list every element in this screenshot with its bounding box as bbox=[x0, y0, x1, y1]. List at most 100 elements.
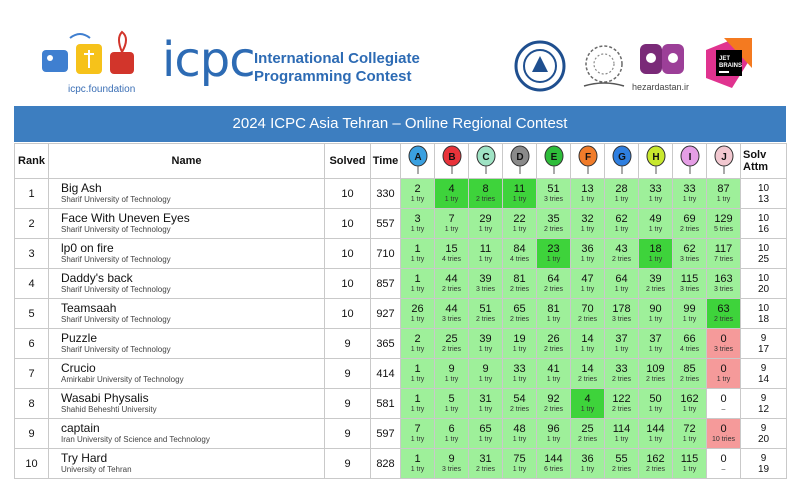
hezardastan-url[interactable]: hezardastan.ir bbox=[632, 82, 690, 92]
team-cell[interactable]: Face With Uneven Eyes Sharif University o… bbox=[48, 208, 325, 239]
problem-cell-e[interactable]: 81 1 try bbox=[536, 298, 571, 329]
problem-cell-g[interactable]: 122 2 tries bbox=[604, 388, 639, 419]
problem-cell-e[interactable]: 144 6 tries bbox=[536, 448, 571, 479]
problem-header-e[interactable]: E bbox=[536, 143, 571, 179]
problem-cell-f[interactable]: 36 1 try bbox=[570, 448, 605, 479]
problem-cell-g[interactable]: 64 1 try bbox=[604, 268, 639, 299]
problem-cell-i[interactable]: 33 1 try bbox=[672, 178, 707, 209]
team-cell[interactable]: lp0 on fire Sharif University of Technolo… bbox=[48, 238, 325, 269]
problem-cell-i[interactable]: 162 1 try bbox=[672, 388, 707, 419]
team-name[interactable]: Teamsaah bbox=[61, 301, 117, 315]
table-row[interactable]: 6 Puzzle Sharif University of Technology 9 3… bbox=[14, 328, 787, 359]
problem-cell-d[interactable]: 22 1 try bbox=[502, 208, 537, 239]
problem-cell-h[interactable]: 90 1 try bbox=[638, 298, 673, 329]
team-cell[interactable]: Daddy's back Sharif University of Technol… bbox=[48, 268, 325, 299]
team-name[interactable]: lp0 on fire bbox=[61, 241, 114, 255]
problem-cell-f[interactable]: 70 2 tries bbox=[570, 298, 605, 329]
problem-cell-d[interactable]: 48 1 try bbox=[502, 418, 537, 449]
problem-cell-e[interactable]: 23 1 try bbox=[536, 238, 571, 269]
table-row[interactable]: 4 Daddy's back Sharif University of Techno… bbox=[14, 268, 787, 299]
problem-header-f[interactable]: F bbox=[570, 143, 605, 179]
team-cell[interactable]: Crucio Amirkabir University of Technology bbox=[48, 358, 325, 389]
problem-header-a[interactable]: A bbox=[400, 143, 435, 179]
team-cell[interactable]: captain Iran University of Science and Te… bbox=[48, 418, 325, 449]
problem-cell-j[interactable]: 117 7 tries bbox=[706, 238, 741, 269]
problem-cell-f[interactable]: 32 1 try bbox=[570, 208, 605, 239]
problem-cell-d[interactable]: 11 1 try bbox=[502, 178, 537, 209]
problem-cell-d[interactable]: 54 2 tries bbox=[502, 388, 537, 419]
problem-cell-c[interactable]: 51 2 tries bbox=[468, 298, 503, 329]
problem-cell-e[interactable]: 92 2 tries bbox=[536, 388, 571, 419]
problem-cell-f[interactable]: 14 1 try bbox=[570, 328, 605, 359]
table-row[interactable]: 1 Big Ash Sharif University of Technology 1… bbox=[14, 178, 787, 209]
problem-cell-f[interactable]: 36 1 try bbox=[570, 238, 605, 269]
problem-cell-d[interactable]: 75 1 try bbox=[502, 448, 537, 479]
problem-cell-c[interactable]: 65 1 try bbox=[468, 418, 503, 449]
table-row[interactable]: 7 Crucio Amirkabir University of Technolog… bbox=[14, 358, 787, 389]
problem-cell-c[interactable]: 39 3 tries bbox=[468, 268, 503, 299]
team-name[interactable]: Face With Uneven Eyes bbox=[61, 211, 190, 225]
problem-cell-j[interactable]: 0– bbox=[706, 448, 741, 479]
problem-cell-f[interactable]: 47 1 try bbox=[570, 268, 605, 299]
problem-cell-i[interactable]: 72 1 try bbox=[672, 418, 707, 449]
team-cell[interactable]: Big Ash Sharif University of Technology bbox=[48, 178, 325, 209]
problem-cell-f[interactable]: 13 1 try bbox=[570, 178, 605, 209]
team-name[interactable]: Big Ash bbox=[61, 181, 102, 195]
problem-cell-c[interactable]: 29 1 try bbox=[468, 208, 503, 239]
team-name[interactable]: Crucio bbox=[61, 361, 96, 375]
problem-cell-a[interactable]: 26 1 try bbox=[400, 298, 435, 329]
foundation-url[interactable]: icpc.foundation bbox=[68, 84, 136, 95]
problem-header-g[interactable]: G bbox=[604, 143, 639, 179]
problem-cell-j[interactable]: 163 3 tries bbox=[706, 268, 741, 299]
team-cell[interactable]: Teamsaah Sharif University of Technology bbox=[48, 298, 325, 329]
problem-cell-i[interactable]: 62 3 tries bbox=[672, 238, 707, 269]
problem-header-c[interactable]: C bbox=[468, 143, 503, 179]
problem-cell-i[interactable]: 66 4 tries bbox=[672, 328, 707, 359]
problem-cell-i[interactable]: 85 2 tries bbox=[672, 358, 707, 389]
problem-cell-g[interactable]: 33 2 tries bbox=[604, 358, 639, 389]
problem-cell-c[interactable]: 31 2 tries bbox=[468, 448, 503, 479]
problem-cell-e[interactable]: 41 1 try bbox=[536, 358, 571, 389]
problem-cell-h[interactable]: 162 2 tries bbox=[638, 448, 673, 479]
team-cell[interactable]: Puzzle Sharif University of Technology bbox=[48, 328, 325, 359]
rank-header[interactable]: Rank bbox=[14, 143, 49, 179]
table-row[interactable]: 8 Wasabi Physalis Shahid Beheshti Universi… bbox=[14, 388, 787, 419]
problem-cell-b[interactable]: 44 3 tries bbox=[434, 298, 469, 329]
problem-cell-d[interactable]: 33 1 try bbox=[502, 358, 537, 389]
team-name[interactable]: Puzzle bbox=[61, 331, 98, 345]
problem-cell-e[interactable]: 51 3 tries bbox=[536, 178, 571, 209]
table-row[interactable]: 2 Face With Uneven Eyes Sharif University … bbox=[14, 208, 787, 239]
problem-cell-c[interactable]: 39 1 try bbox=[468, 328, 503, 359]
problem-cell-e[interactable]: 26 2 tries bbox=[536, 328, 571, 359]
problem-cell-h[interactable]: 50 1 try bbox=[638, 388, 673, 419]
team-name[interactable]: Daddy's back bbox=[61, 271, 133, 285]
problem-cell-b[interactable]: 44 2 tries bbox=[434, 268, 469, 299]
problem-cell-j[interactable]: 129 5 tries bbox=[706, 208, 741, 239]
problem-cell-f[interactable]: 25 2 tries bbox=[570, 418, 605, 449]
table-row[interactable]: 9 captain Iran University of Science and T… bbox=[14, 418, 787, 449]
problem-cell-g[interactable]: 62 1 try bbox=[604, 208, 639, 239]
problem-cell-i[interactable]: 115 3 tries bbox=[672, 268, 707, 299]
problem-cell-h[interactable]: 144 1 try bbox=[638, 418, 673, 449]
solved-attempts-header[interactable]: Solv Attm bbox=[740, 143, 787, 179]
table-row[interactable]: 3 lp0 on fire Sharif University of Technol… bbox=[14, 238, 787, 269]
problem-cell-f[interactable]: 14 2 tries bbox=[570, 358, 605, 389]
problem-cell-i[interactable]: 69 2 tries bbox=[672, 208, 707, 239]
problem-cell-i[interactable]: 115 1 try bbox=[672, 448, 707, 479]
problem-cell-d[interactable]: 65 2 tries bbox=[502, 298, 537, 329]
